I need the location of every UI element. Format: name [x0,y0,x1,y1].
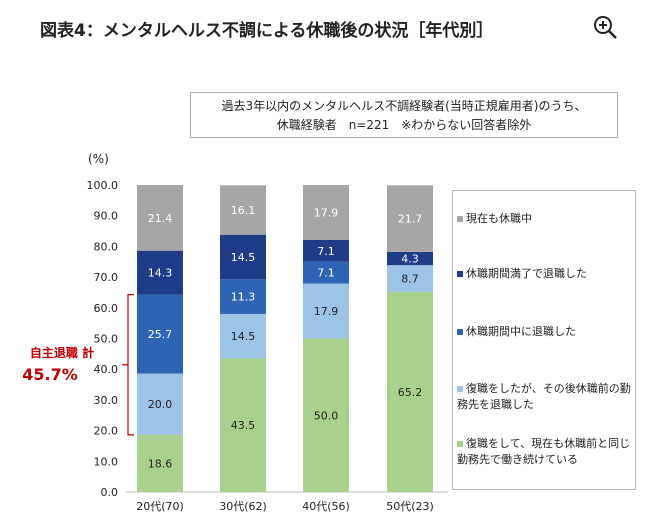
bar-segment [137,185,183,251]
y-tick-label: 60.0 [94,302,119,315]
legend-swatch [457,271,463,277]
bar-segment [387,251,433,266]
bar-segment [220,279,266,314]
bar-segment [387,291,433,492]
note-line: 過去3年以内のメンタルヘルス不調経験者(当時正規雇用者)のうち、 [221,99,587,113]
data-label: 21.4 [148,212,173,225]
data-label: 14.5 [231,330,256,343]
y-tick-label: 40.0 [94,363,119,376]
legend-swatch [457,216,463,222]
data-label: 17.9 [314,206,339,219]
legend-swatch [457,441,463,447]
y-tick-label: 50.0 [94,333,119,346]
legend-item: 現在も休職中 [457,211,633,227]
data-label: 14.5 [231,251,256,264]
data-label: 7.1 [317,245,335,258]
bar-segment [303,283,349,339]
bar-segment [137,434,183,492]
legend-label: 休職期間満了で退職した [466,267,587,280]
bar-segment [303,338,349,492]
data-label: 50.0 [314,409,339,422]
data-label: 20.0 [148,398,173,411]
y-tick-label: 70.0 [94,271,119,284]
data-label: 8.7 [401,272,419,285]
y-tick-label: 20.0 [94,425,119,438]
legend-swatch [457,329,463,335]
legend: 現在も休職中休職期間満了で退職した 休職期間中に退職した復職をしたが、その後休職前… [452,190,636,490]
data-label: 14.3 [148,267,173,280]
data-label: 11.3 [231,291,256,304]
bar-segment [220,358,266,492]
data-label: 18.6 [148,457,173,470]
bar-segment [137,373,183,435]
data-label: 65.2 [398,386,423,399]
y-tick-label: 80.0 [94,240,119,253]
legend-item: 休職期間中に退職した [457,324,633,340]
bar-segment [137,250,183,295]
bar-segment [220,234,266,280]
data-label: 7.1 [317,267,335,280]
legend-swatch [457,386,463,392]
legend-item: 復職をしたが、その後休職前の勤務先を退職した [457,381,633,413]
data-label: 16.1 [231,204,256,217]
data-label: 43.5 [231,419,256,432]
legend-label: 休職期間中に退職した [466,325,576,338]
bar-segment [303,239,349,262]
annotation-bracket [122,293,134,436]
annotation-label: 自主退職 計 [30,345,94,360]
x-tick-label: 20代(70) [136,500,184,513]
y-tick-label: 30.0 [94,394,119,407]
x-tick-label: 30代(62) [219,500,267,513]
x-tick-label: 50代(23) [386,500,434,513]
x-tick-label: 40代(56) [302,500,350,513]
data-label: 4.3 [401,253,419,266]
y-tick-label: 10.0 [94,455,119,468]
bar-segment [387,265,433,292]
data-label: 17.9 [314,305,339,318]
bar-segment [220,313,266,359]
legend-label: 復職をしたが、その後休職前の勤務先を退職した [457,382,631,411]
legend-label: 復職をして、現在も休職前と同じ勤務先で働き続けている [457,437,631,466]
bar-segment [303,185,349,240]
legend-item: 休職期間満了で退職した [457,266,633,282]
chart-title: 図表4：メンタルヘルス不調による休職後の状況［年代別］ [40,21,494,41]
zoom-in-icon[interactable] [592,14,618,40]
bar-segment [220,185,266,235]
data-label: 25.7 [148,328,173,341]
data-label: 21.7 [398,213,423,226]
bar-segment [387,185,433,252]
y-tick-label: 0.0 [101,486,119,499]
bar-segment [137,294,183,374]
y-tick-label: 90.0 [94,210,119,223]
chart-note: 過去3年以内のメンタルヘルス不調経験者(当時正規雇用者)のうち、 休職経験者 n… [190,92,618,138]
bar-segment [303,261,349,284]
legend-label: 現在も休職中 [466,212,532,225]
note-line: 休職経験者 n=221 ※わからない回答者除外 [276,118,532,132]
y-axis-label: (%) [88,152,109,166]
y-tick-label: 100.0 [87,179,119,192]
legend-item: 復職をして、現在も休職前と同じ勤務先で働き続けている [457,436,633,468]
annotation-value: 45.7% [22,365,78,384]
